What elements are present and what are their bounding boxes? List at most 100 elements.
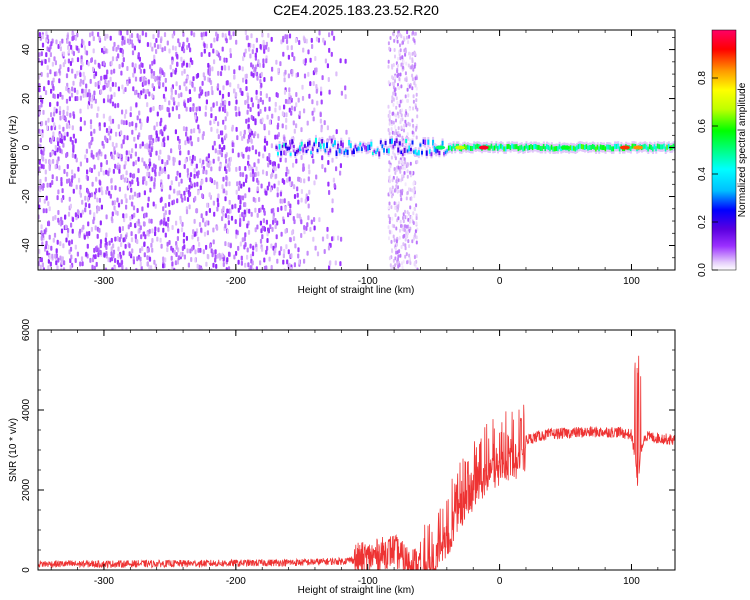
noise-cell — [392, 97, 395, 102]
noise-cell — [178, 172, 182, 178]
noise-cell — [151, 83, 154, 89]
noise-cell — [60, 259, 63, 265]
noise-cell — [222, 176, 225, 182]
noise-cell — [85, 231, 89, 237]
noise-cell — [93, 212, 96, 218]
noise-cell — [397, 264, 400, 269]
noise-cell — [50, 245, 53, 251]
noise-cell — [103, 122, 106, 128]
carrier-cell — [414, 149, 417, 155]
carrier-cell — [569, 145, 572, 151]
noise-cell — [97, 31, 100, 37]
noise-cell — [56, 147, 59, 153]
noise-cell — [395, 105, 398, 110]
carrier-cell — [500, 143, 503, 149]
noise-cell — [63, 260, 66, 266]
noise-cell — [69, 61, 72, 66]
noise-cell — [235, 229, 238, 235]
noise-cell — [192, 229, 195, 235]
noise-cell — [92, 36, 95, 42]
noise-cell — [264, 106, 267, 112]
noise-cell — [281, 198, 284, 204]
carrier-cell — [362, 143, 365, 147]
noise-cell — [87, 104, 90, 110]
noise-cell — [268, 181, 271, 187]
noise-cell — [34, 161, 36, 166]
noise-cell — [398, 103, 401, 108]
noise-cell — [39, 144, 42, 149]
noise-cell — [235, 111, 238, 117]
carrier-peak — [478, 145, 489, 150]
noise-cell — [251, 251, 255, 257]
noise-cell — [204, 105, 208, 111]
carrier-cell — [280, 150, 283, 156]
noise-cell — [76, 251, 79, 257]
carrier-cell — [650, 145, 653, 150]
noise-cell — [53, 122, 56, 128]
noise-cell — [395, 179, 398, 184]
noise-cell — [38, 166, 41, 172]
noise-cell — [89, 124, 93, 130]
noise-cell — [241, 195, 245, 201]
carrier-cell — [392, 144, 395, 149]
noise-cell — [69, 264, 72, 270]
carrier-cell — [286, 146, 289, 151]
noise-cell — [260, 71, 263, 77]
noise-cell — [182, 41, 185, 47]
spectrogram-ylabel: Frequency (Hz) — [8, 116, 19, 185]
noise-cell — [46, 46, 49, 52]
noise-cell — [58, 124, 61, 130]
noise-cell — [200, 269, 202, 270]
noise-cell — [111, 101, 115, 107]
noise-cell — [80, 212, 83, 218]
noise-cell — [393, 167, 396, 171]
noise-cell — [187, 262, 190, 268]
noise-cell — [120, 70, 123, 76]
noise-cell — [168, 240, 171, 245]
carrier-cell — [351, 150, 354, 155]
noise-cell — [288, 262, 291, 268]
noise-cell — [40, 60, 43, 66]
noise-cell — [251, 168, 255, 174]
noise-cell — [224, 223, 227, 229]
noise-cell — [43, 198, 46, 204]
noise-cell — [129, 172, 132, 178]
noise-cell — [186, 37, 189, 43]
noise-cell — [68, 41, 71, 47]
noise-cell — [217, 149, 220, 155]
noise-cell — [121, 109, 124, 115]
noise-cell — [227, 214, 230, 220]
noise-cell — [110, 216, 113, 222]
noise-cell — [104, 135, 107, 141]
noise-cell — [79, 261, 82, 267]
noise-cell — [148, 228, 151, 234]
noise-cell — [259, 44, 262, 49]
noise-cell — [250, 114, 253, 120]
noise-cell — [117, 102, 120, 108]
noise-cell — [394, 213, 397, 218]
chart-title: C2E4.2025.183.23.52.R20 — [273, 2, 439, 18]
noise-cell — [86, 157, 89, 163]
noise-cell — [298, 40, 301, 45]
noise-cell — [395, 226, 398, 231]
noise-cell — [390, 239, 393, 244]
noise-cell — [153, 42, 156, 48]
noise-cell — [306, 222, 309, 228]
noise-cell — [414, 232, 417, 237]
noise-cell — [74, 258, 77, 263]
noise-cell — [123, 39, 126, 45]
noise-cell — [207, 62, 210, 68]
noise-cell — [217, 156, 220, 162]
carrier-cell — [498, 144, 501, 150]
noise-cell — [93, 164, 96, 170]
noise-cell — [206, 230, 209, 236]
noise-cell — [191, 82, 194, 88]
noise-cell — [149, 107, 152, 113]
carrier-cell — [642, 144, 645, 150]
noise-cell — [122, 213, 125, 219]
noise-cell — [321, 164, 324, 169]
carrier-cell — [644, 143, 647, 149]
noise-cell — [320, 90, 323, 96]
noise-cell — [155, 121, 159, 127]
noise-cell — [396, 74, 399, 78]
